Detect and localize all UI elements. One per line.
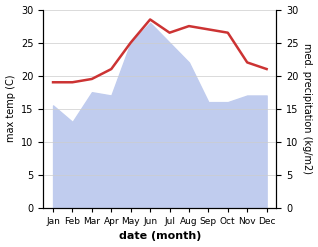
Y-axis label: med. precipitation (kg/m2): med. precipitation (kg/m2) (302, 43, 313, 174)
Y-axis label: max temp (C): max temp (C) (5, 75, 16, 143)
X-axis label: date (month): date (month) (119, 231, 201, 242)
